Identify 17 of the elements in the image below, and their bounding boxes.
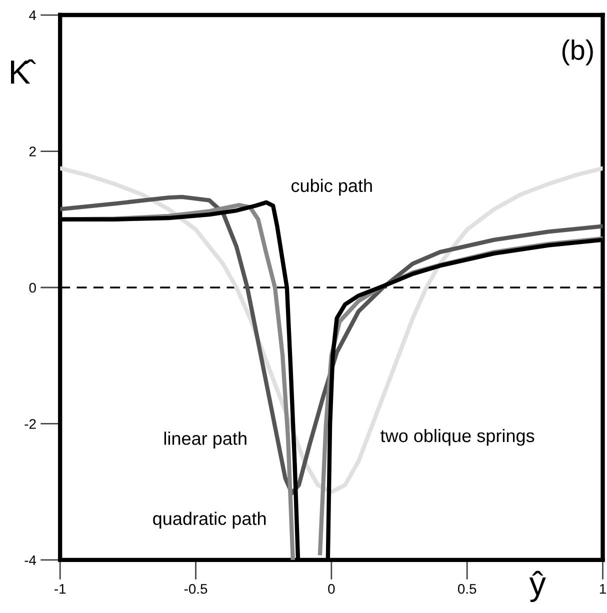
x-tick-label: 0.5: [458, 584, 476, 594]
series-label: quadratic path: [153, 512, 266, 529]
annotation: (b): [562, 40, 593, 66]
x-tick-label: -0.5: [184, 584, 208, 594]
series-label: linear path: [164, 432, 246, 448]
x-tick-label: 1: [600, 584, 606, 594]
series-label: cubic path: [291, 178, 372, 196]
x-tick-label: 0: [328, 584, 335, 594]
x-axis-title: ŷ: [529, 570, 546, 602]
y-tick-label: 4: [29, 10, 36, 20]
y-tick-label: 0: [29, 282, 36, 293]
y-tick-label: -4: [24, 555, 36, 566]
y-axis-title: K̂: [11, 59, 36, 84]
y-tick-label: 2: [29, 146, 36, 156]
y-tick-label: -2: [24, 419, 36, 429]
series-label: two oblique springs: [380, 428, 534, 446]
x-tick-label: -1: [54, 584, 66, 594]
